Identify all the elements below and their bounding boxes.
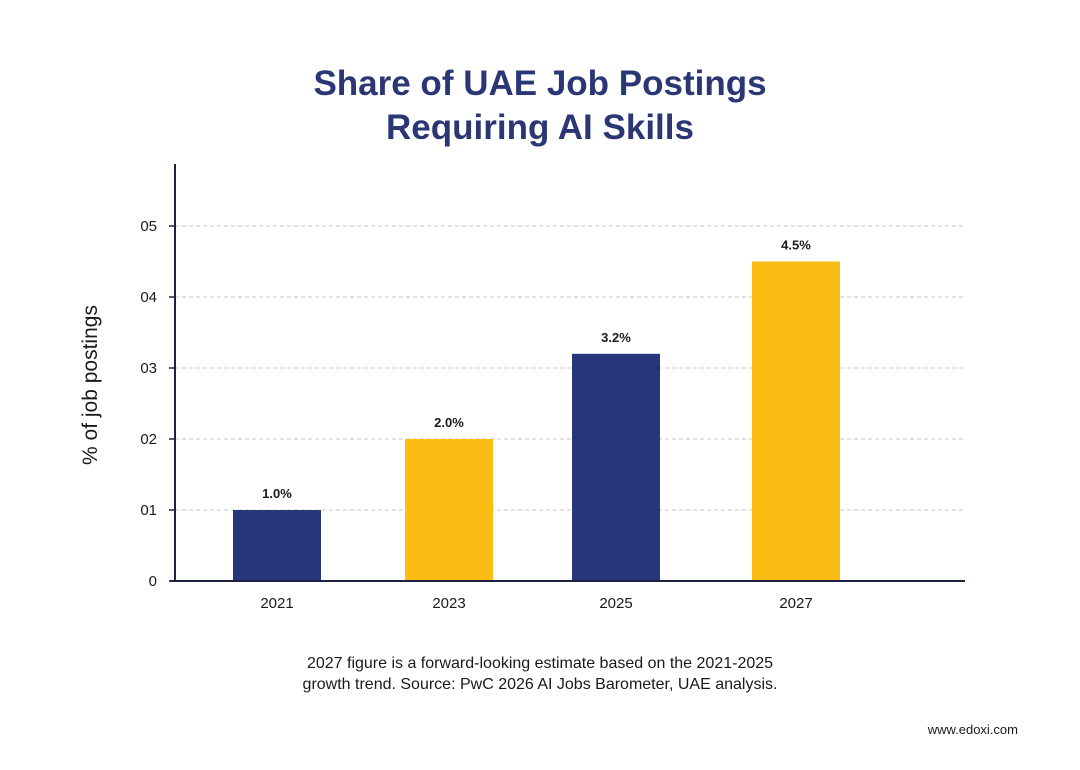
y-axis-label: % of job postings <box>79 305 102 465</box>
y-tick-label: 03 <box>140 360 157 377</box>
bar-value-label: 2.0% <box>434 415 464 430</box>
bar-chart: 0 01 02 03 04 05 1.0% 2021 2.0% 2023 3.2% 2025 4.5% 2… <box>79 164 965 612</box>
chart-caption: 2027 figure is a forward-looking estimat… <box>0 653 1080 695</box>
bar-value-label: 3.2% <box>601 330 631 345</box>
caption-line-2: growth trend. Source: PwC 2026 AI Jobs B… <box>302 676 778 693</box>
bar <box>572 353 660 581</box>
x-tick-label: 2023 <box>432 595 465 612</box>
chart-title-line-2: Requiring AI Skills <box>386 108 694 147</box>
footer-url: www.edoxi.com <box>927 722 1018 737</box>
x-tick-label: 2025 <box>599 595 632 612</box>
bar <box>233 510 321 581</box>
bar <box>752 261 840 581</box>
bar-value-label: 1.0% <box>262 486 292 501</box>
y-tick-label: 02 <box>140 431 157 448</box>
bars <box>233 261 840 581</box>
x-tick-label: 2021 <box>260 595 293 612</box>
y-tick-label: 0 <box>149 573 157 590</box>
bar <box>405 439 493 581</box>
bar-value-label: 4.5% <box>781 238 811 253</box>
x-tick-label: 2027 <box>779 595 812 612</box>
labels: 0 01 02 03 04 05 1.0% 2021 2.0% 2023 3.2% 2025 4.5% 2… <box>140 218 812 612</box>
chart-title-line-1: Share of UAE Job Postings <box>313 64 767 103</box>
chart-title: Share of UAE Job Postings Requiring AI S… <box>0 62 1080 150</box>
caption-line-1: 2027 figure is a forward-looking estimat… <box>306 655 774 672</box>
y-tick-label: 01 <box>140 502 157 519</box>
y-tick-label: 04 <box>140 289 157 306</box>
y-tick-label: 05 <box>140 218 157 235</box>
axes <box>170 164 965 582</box>
